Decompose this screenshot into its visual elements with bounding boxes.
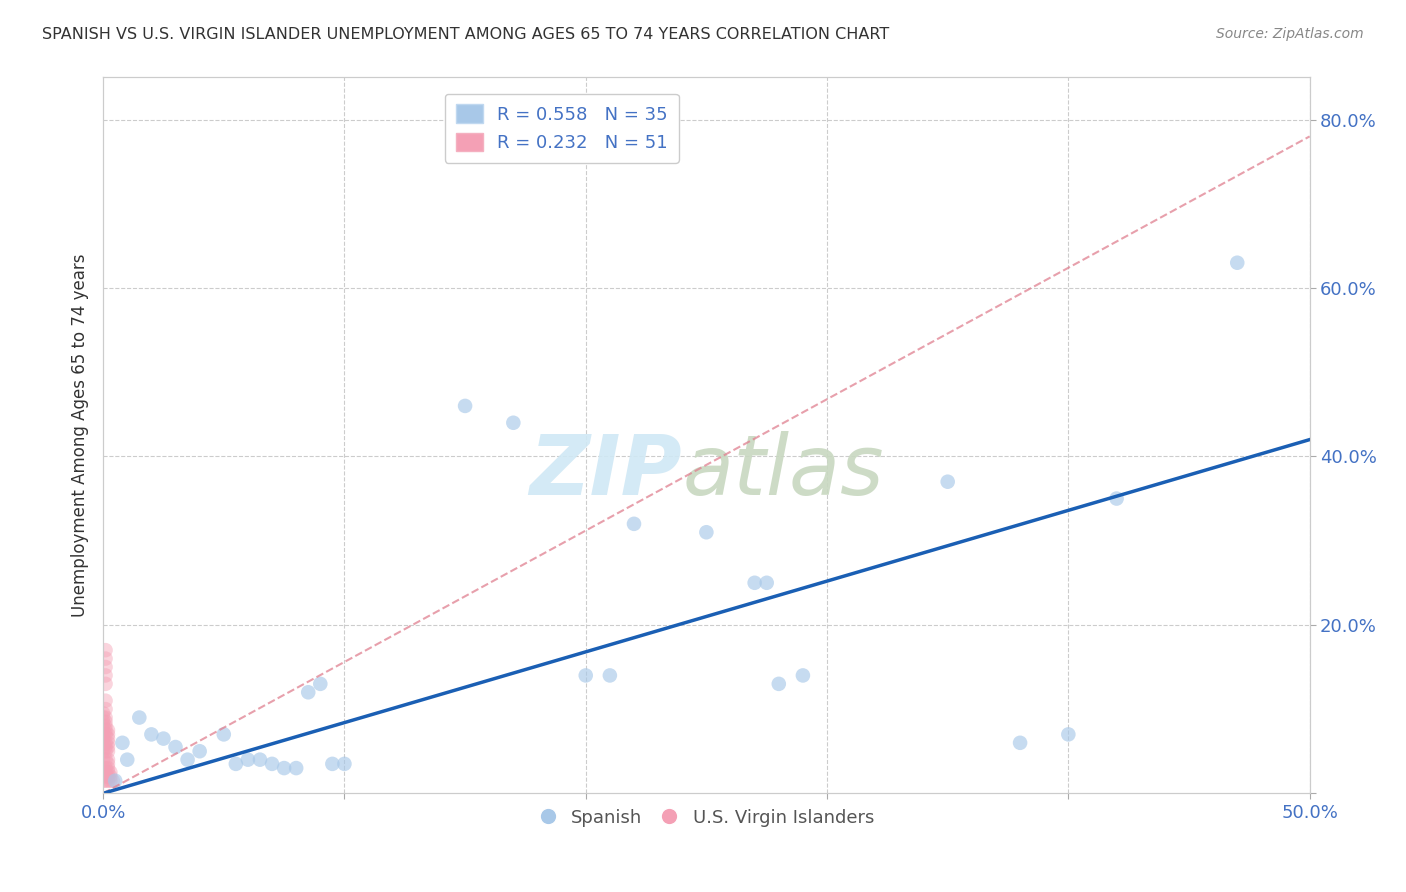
Point <box>1105 491 1128 506</box>
Point <box>176 753 198 767</box>
Point <box>97 770 120 784</box>
Point <box>91 773 114 788</box>
Point <box>91 765 114 780</box>
Point <box>321 756 343 771</box>
Point <box>768 677 790 691</box>
Point <box>94 765 117 780</box>
Point <box>94 643 117 657</box>
Point <box>97 723 120 738</box>
Point <box>94 736 117 750</box>
Point <box>285 761 308 775</box>
Point <box>91 770 114 784</box>
Point <box>94 744 117 758</box>
Legend: Spanish, U.S. Virgin Islanders: Spanish, U.S. Virgin Islanders <box>531 801 882 834</box>
Point <box>97 727 120 741</box>
Point <box>91 739 114 754</box>
Point <box>225 756 247 771</box>
Point <box>91 761 114 775</box>
Point <box>91 710 114 724</box>
Point <box>333 756 356 771</box>
Point <box>97 756 120 771</box>
Point <box>744 575 766 590</box>
Point <box>94 714 117 729</box>
Point <box>94 761 117 775</box>
Point <box>94 651 117 665</box>
Point <box>575 668 598 682</box>
Point <box>91 719 114 733</box>
Point <box>98 770 121 784</box>
Point <box>97 761 120 775</box>
Point <box>297 685 319 699</box>
Point <box>623 516 645 531</box>
Point <box>97 744 120 758</box>
Point <box>273 761 295 775</box>
Text: SPANISH VS U.S. VIRGIN ISLANDER UNEMPLOYMENT AMONG AGES 65 TO 74 YEARS CORRELATI: SPANISH VS U.S. VIRGIN ISLANDER UNEMPLOY… <box>42 27 890 42</box>
Point <box>260 756 283 771</box>
Text: ZIP: ZIP <box>530 431 682 512</box>
Point <box>599 668 621 682</box>
Point <box>91 723 114 738</box>
Y-axis label: Unemployment Among Ages 65 to 74 years: Unemployment Among Ages 65 to 74 years <box>72 253 89 617</box>
Point <box>91 706 114 721</box>
Point <box>111 736 134 750</box>
Point <box>91 753 114 767</box>
Point <box>98 773 121 788</box>
Point <box>97 731 120 746</box>
Text: atlas: atlas <box>682 431 884 512</box>
Point <box>309 677 332 691</box>
Point <box>94 677 117 691</box>
Point <box>212 727 235 741</box>
Point <box>98 765 121 780</box>
Point <box>502 416 524 430</box>
Point <box>1226 256 1249 270</box>
Point <box>91 727 114 741</box>
Point <box>165 739 187 754</box>
Point <box>1010 736 1032 750</box>
Point <box>104 773 127 788</box>
Point <box>91 731 114 746</box>
Point <box>94 668 117 682</box>
Point <box>128 710 150 724</box>
Point <box>91 744 114 758</box>
Point <box>94 727 117 741</box>
Point <box>936 475 959 489</box>
Point <box>94 719 117 733</box>
Point <box>101 773 124 788</box>
Point <box>97 753 120 767</box>
Point <box>97 765 120 780</box>
Point <box>792 668 814 682</box>
Point <box>91 736 114 750</box>
Point <box>97 739 120 754</box>
Point <box>91 714 114 729</box>
Point <box>94 660 117 674</box>
Point <box>94 773 117 788</box>
Point <box>454 399 477 413</box>
Point <box>695 525 717 540</box>
Point <box>94 770 117 784</box>
Point <box>152 731 174 746</box>
Point <box>94 702 117 716</box>
Point <box>94 753 117 767</box>
Point <box>97 736 120 750</box>
Point <box>188 744 211 758</box>
Point <box>94 710 117 724</box>
Text: Source: ZipAtlas.com: Source: ZipAtlas.com <box>1216 27 1364 41</box>
Point <box>94 723 117 738</box>
Point <box>236 753 259 767</box>
Point <box>117 753 139 767</box>
Point <box>1057 727 1080 741</box>
Point <box>249 753 271 767</box>
Point <box>94 694 117 708</box>
Point <box>141 727 163 741</box>
Point <box>94 739 117 754</box>
Point <box>97 773 120 788</box>
Point <box>755 575 778 590</box>
